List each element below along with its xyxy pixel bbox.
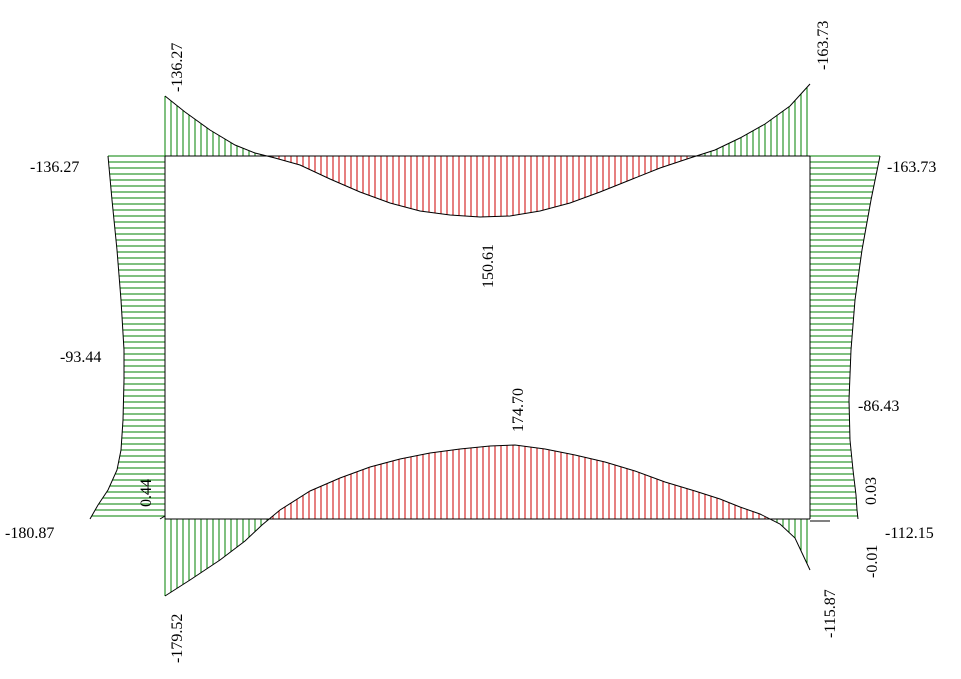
- label-left-bottom: -180.87: [5, 525, 54, 542]
- label-right-mid: -86.43: [858, 398, 899, 415]
- left-bottom-stub: [159, 515, 166, 520]
- label-left-mid: -93.44: [60, 349, 101, 366]
- label-left-top: -136.27: [30, 159, 79, 176]
- moment-labels: -136.27 -163.73 -136.27 -163.73 150.61 -…: [5, 21, 936, 663]
- right-column-moment-curve: [848, 155, 881, 520]
- bottom-beam-moment-curve: [164, 444, 811, 597]
- label-right-top: -163.73: [887, 159, 936, 176]
- left-column-moment-curve: [89, 155, 125, 520]
- moment-curves: [89, 83, 881, 597]
- label-top-mid: 150.61: [480, 244, 497, 288]
- label-right-bottom-tiny: -0.01: [864, 545, 881, 578]
- top-beam-moment-curve: [164, 83, 811, 218]
- label-bottom-left-down: -179.52: [169, 614, 186, 663]
- moment-hatching: [91, 87, 880, 596]
- label-top-left-up: -136.27: [169, 43, 186, 92]
- frame-members: [164, 155, 811, 520]
- label-right-bottom-small: 0.03: [863, 477, 880, 505]
- label-right-bottom: -112.15: [885, 525, 934, 542]
- label-bottom-right-down: -115.87: [822, 589, 839, 638]
- label-left-bottom-small: 0.44: [138, 479, 155, 507]
- label-bottom-mid: 174.70: [510, 388, 527, 432]
- label-top-right-up: -163.73: [815, 21, 832, 70]
